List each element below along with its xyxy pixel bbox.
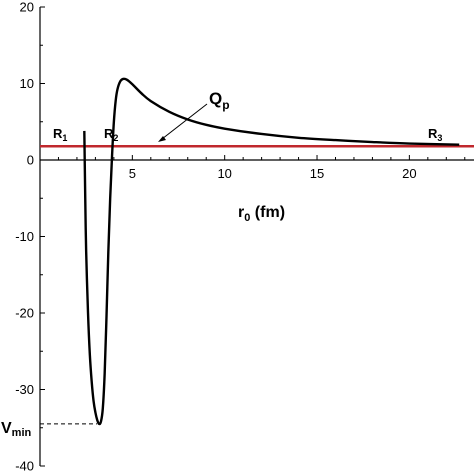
y-tick-label: -20: [15, 306, 34, 321]
qp-label-sub: p: [222, 98, 229, 112]
y-tick-label: 20: [20, 0, 34, 15]
y-tick-label: -40: [15, 459, 34, 474]
qp-label-main: Q: [209, 89, 222, 108]
qp-arrow-line: [161, 103, 208, 140]
r2-label-main: R: [104, 126, 114, 141]
marks: [40, 77, 474, 426]
vmin-label-main: V: [1, 420, 12, 437]
x-tick-label: 20: [402, 166, 416, 181]
axes: [39, 7, 474, 466]
y-tick-label: 0: [27, 153, 34, 168]
vmin-label-sub: min: [12, 427, 32, 439]
x-axis-label-main: r: [238, 204, 244, 221]
x-tick-label: 15: [310, 166, 324, 181]
x-axis-label-sub: 0: [244, 212, 250, 224]
vmin-label: Vmin: [1, 420, 32, 439]
y-tick-label: -30: [15, 382, 34, 397]
r3-label-sub: 3: [437, 133, 442, 143]
r3-label: R3: [428, 126, 442, 143]
r1-label: R1: [53, 126, 67, 143]
potential-curve: [83, 77, 460, 426]
qp-arrow-head: [158, 136, 166, 142]
qp-label: Qp: [209, 89, 230, 112]
x-axis-label: r0 (fm): [238, 204, 285, 224]
r1-label-sub: 1: [62, 133, 67, 143]
x-axis-label-unit: (fm): [250, 204, 285, 221]
r3-label-main: R: [428, 126, 438, 141]
x-tick-label: 5: [129, 166, 136, 181]
y-tick-label: 10: [20, 76, 34, 91]
r1-label-main: R: [53, 126, 63, 141]
r2-label: R2: [104, 126, 118, 143]
x-tick-label: 10: [217, 166, 231, 181]
y-tick-label: -10: [15, 229, 34, 244]
annotations: r0 (fm) Qp R1 R2 R3 Vmin: [1, 89, 442, 439]
r2-label-sub: 2: [113, 133, 118, 143]
